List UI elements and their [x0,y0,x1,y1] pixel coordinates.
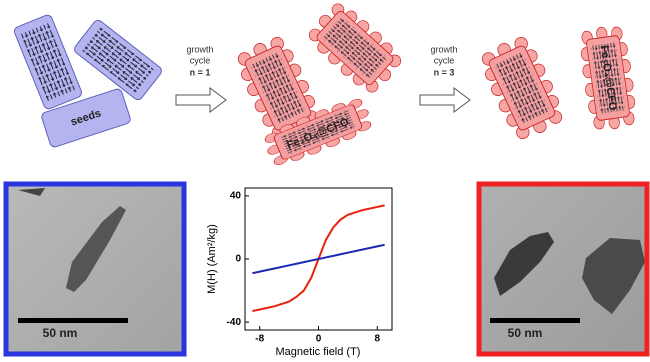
x-tick-label: 0 [316,334,322,345]
x-tick-label: 8 [375,334,381,345]
x-axis-label: Magnetic field (T) [276,346,361,358]
growth-arrow: growth cycle n = 1 [176,44,226,112]
arrow-text: n = 3 [434,67,455,77]
scale-bar-label: 50 nm [43,326,78,340]
arrow-text: growth [186,44,213,54]
arrow-text: growth [430,44,457,54]
scale-bar-label: 50 nm [508,326,543,340]
growth-arrow: growth cycle n = 3 [420,44,470,112]
arrow-text: n = 1 [190,67,211,77]
series-line [252,245,384,273]
y-tick-label: -40 [227,317,242,328]
figure: seeds growth cycle n = 1 growth cycle n … [0,0,650,362]
seed-particles: seeds [13,14,163,148]
y-tick-label: 40 [230,191,242,202]
arrow-text: cycle [434,55,455,65]
page: seeds growth cycle n = 1 growth cycle n … [0,0,650,362]
x-tick-label: -8 [255,334,264,345]
y-tick-label: 0 [235,254,241,265]
tem-image: 50 nm [479,184,647,354]
tem-image: 50 nm [6,184,184,354]
arrow-text: cycle [190,55,211,65]
y-axis-label: M(H) (Am²/kg) [206,224,218,294]
coated-particles: Fe₃O₄@CFO Fe₃O₄@CFO [231,0,639,170]
